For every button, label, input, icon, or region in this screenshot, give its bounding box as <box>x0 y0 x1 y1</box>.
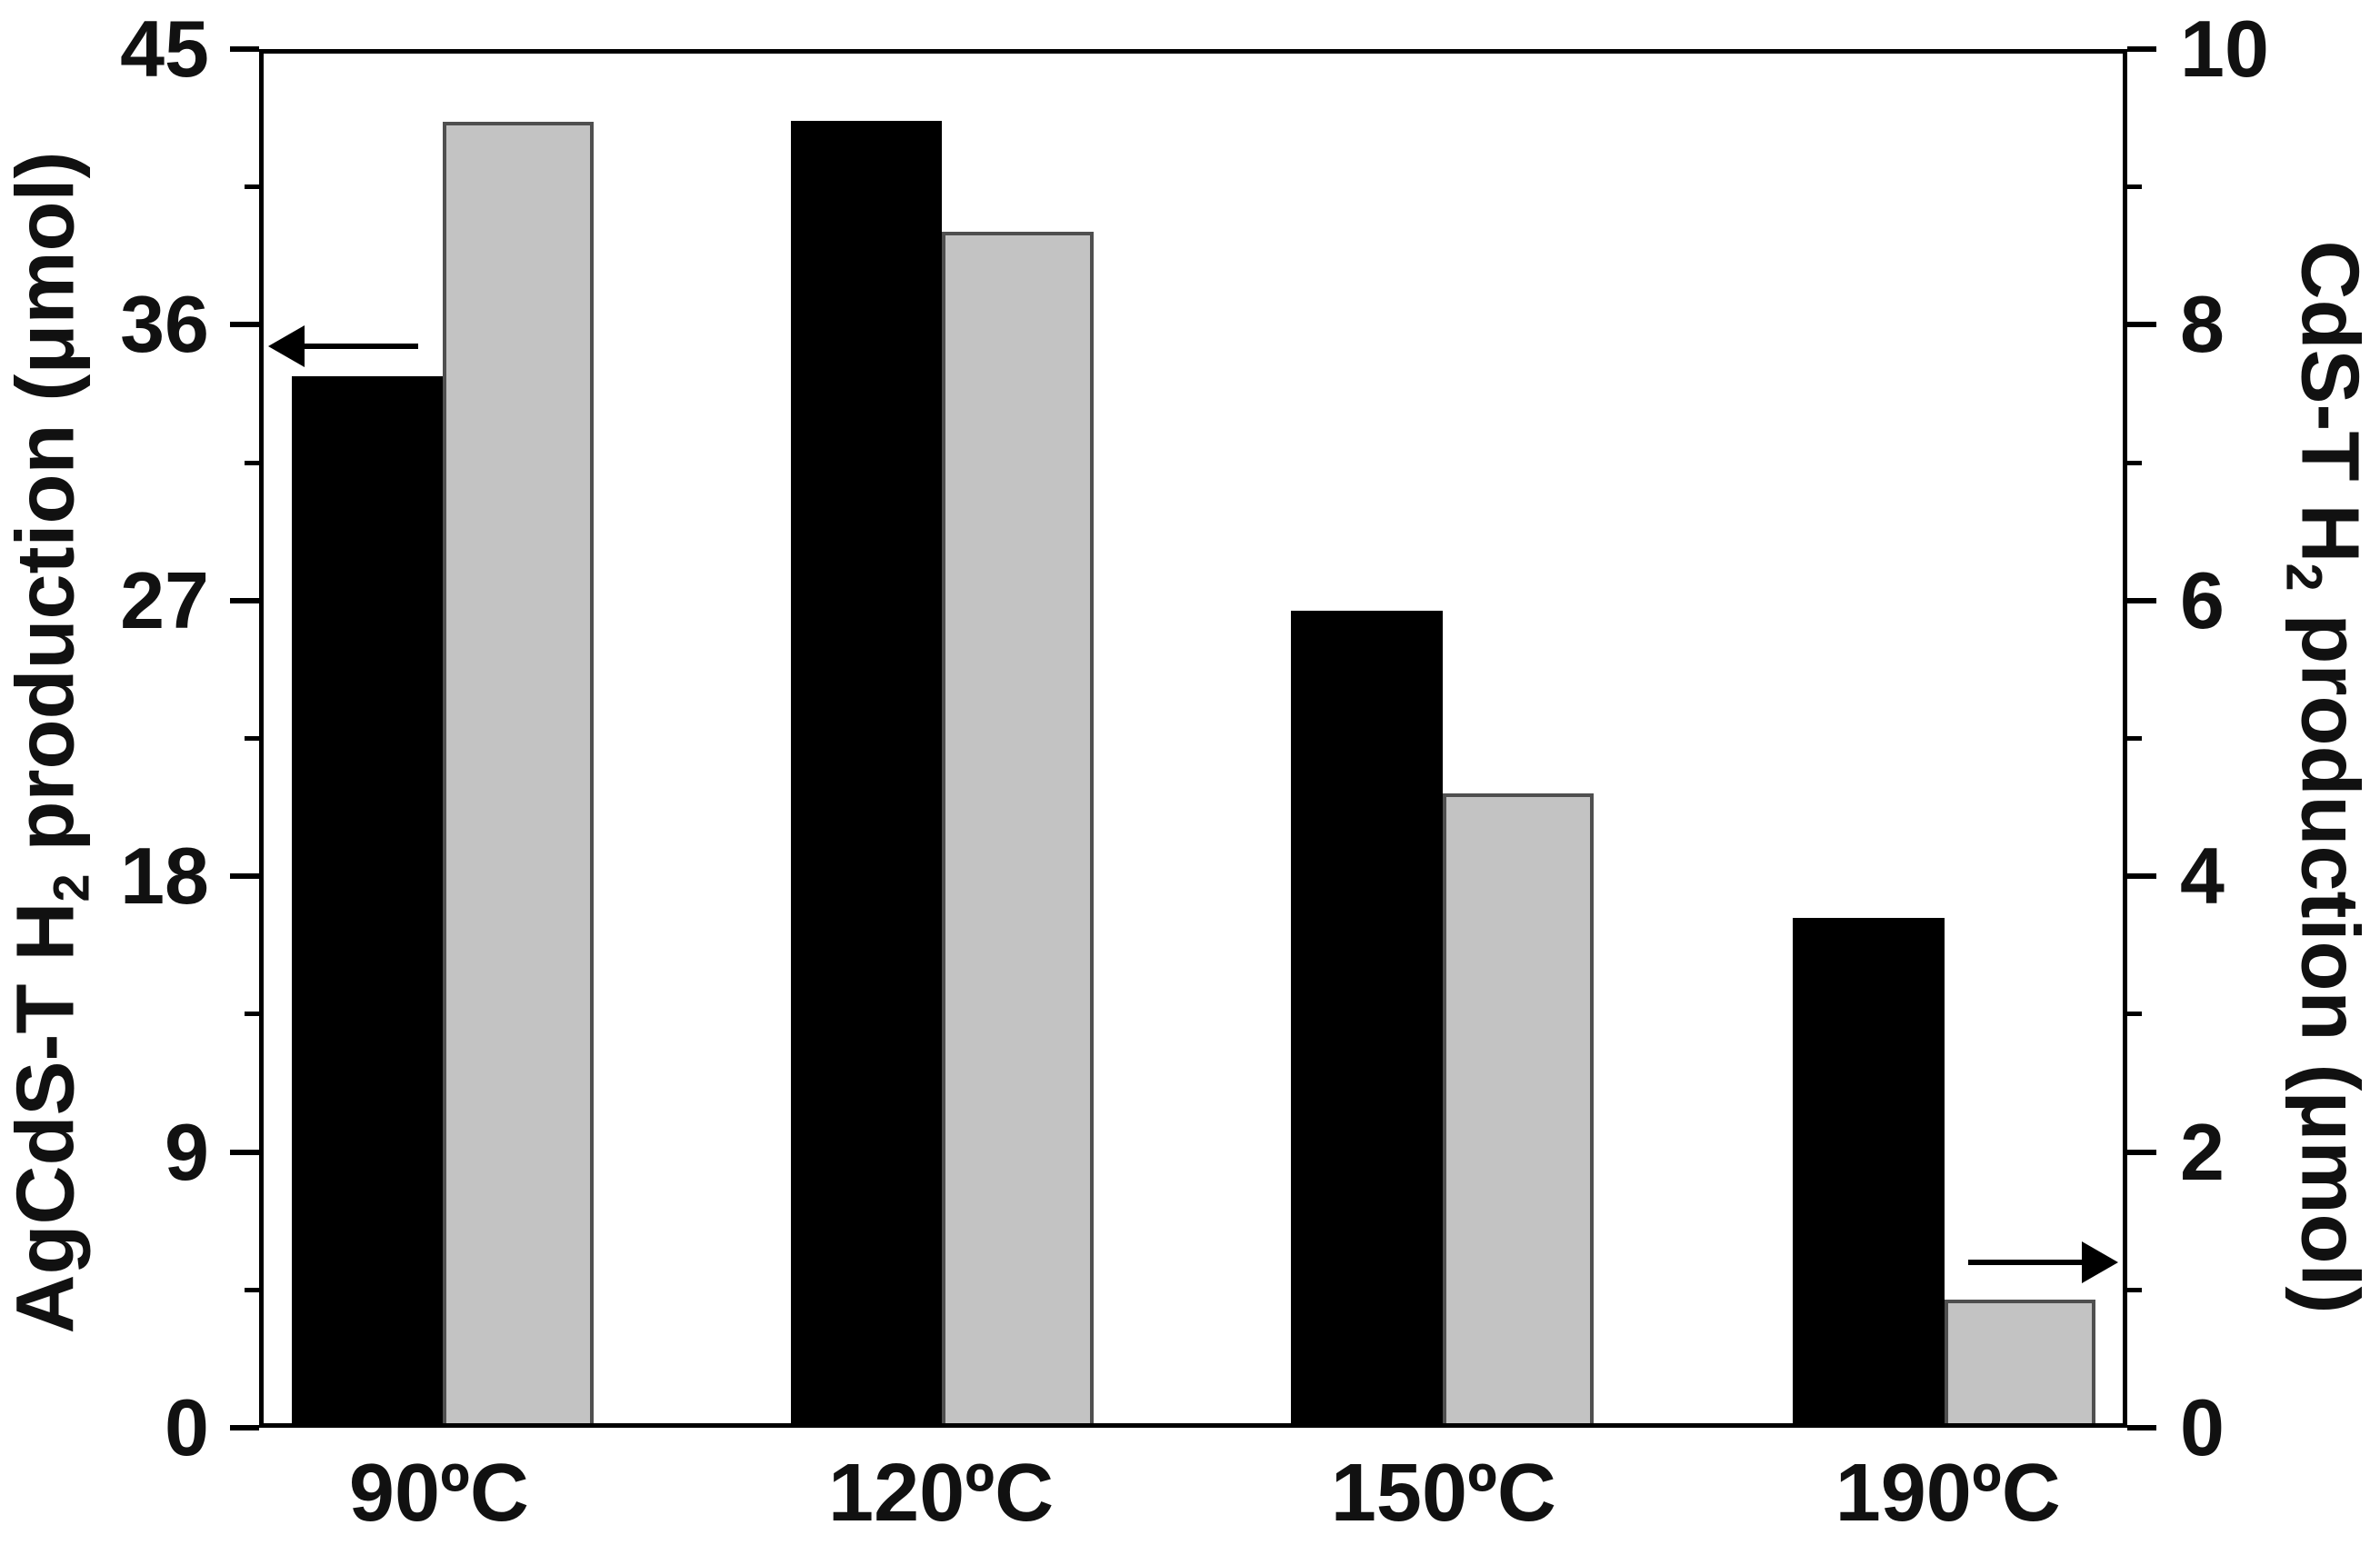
right-axis-major-tick-2 <box>2127 1149 2156 1155</box>
left-axis-major-tick-0 <box>230 1425 259 1430</box>
left-axis-minor-tick-13.5 <box>245 1012 259 1017</box>
right-arrow-icon <box>2082 1241 2118 1283</box>
left-axis-major-tick-45 <box>230 46 259 52</box>
x-tick-label-1: 90ºC <box>348 1448 529 1539</box>
right-axis-major-tick-8 <box>2127 322 2156 328</box>
bar-cds-t-2 <box>942 231 1094 1423</box>
left-axis-major-tick-36 <box>230 322 259 328</box>
left-axis-tick-label-9: 9 <box>165 1106 209 1197</box>
right-axis-minor-tick-1 <box>2127 1287 2142 1292</box>
bar-agcds-t-1 <box>291 375 443 1423</box>
left-axis-major-tick-18 <box>230 873 259 880</box>
left-axis-major-tick-9 <box>230 1149 259 1155</box>
left-axis-tick-label-18: 18 <box>120 831 209 922</box>
right-axis-tick-label-10: 10 <box>2180 4 2269 94</box>
right-axis-minor-tick-3 <box>2127 1012 2142 1017</box>
left-arrow-shaft <box>303 343 418 349</box>
left-axis-tick-label-45: 45 <box>120 4 209 94</box>
left-axis-major-tick-27 <box>230 597 259 603</box>
bar-cds-t-1 <box>442 122 595 1423</box>
left-axis-minor-tick-4.5 <box>245 1287 259 1292</box>
left-axis-tick-label-27: 27 <box>120 554 209 645</box>
right-axis-tick-label-2: 2 <box>2180 1106 2225 1197</box>
right-axis-minor-tick-5 <box>2127 736 2142 741</box>
right-axis-minor-tick-9 <box>2127 184 2142 190</box>
bar-agcds-t-3 <box>1291 610 1443 1423</box>
left-axis-minor-tick-22.5 <box>245 736 259 741</box>
bar-agcds-t-4 <box>1793 918 1945 1423</box>
left-arrow-icon <box>268 324 305 367</box>
x-tick-label-3: 150ºC <box>1330 1448 1556 1539</box>
right-axis-tick-label-4: 4 <box>2180 831 2225 922</box>
right-axis-major-tick-0 <box>2127 1425 2156 1430</box>
right-axis-tick-label-6: 6 <box>2180 554 2225 645</box>
left-axis-minor-tick-40.5 <box>245 184 259 190</box>
x-tick-label-2: 120ºC <box>828 1448 1055 1539</box>
left-axis-tick-label-36: 36 <box>120 279 209 370</box>
right-axis-tick-label-0: 0 <box>2180 1382 2225 1472</box>
right-axis-title-post: production (μmol) <box>2284 591 2375 1314</box>
bar-agcds-t-2 <box>791 120 943 1423</box>
right-axis-minor-tick-7 <box>2127 460 2142 465</box>
right-axis-major-tick-4 <box>2127 873 2156 880</box>
left-axis-minor-tick-31.5 <box>245 460 259 465</box>
x-tick-label-4: 190ºC <box>1835 1448 2061 1539</box>
right-arrow-shaft <box>1968 1259 2084 1265</box>
left-axis-title-post: production (μmol) <box>0 151 92 874</box>
right-axis-major-tick-10 <box>2127 46 2156 52</box>
bar-cds-t-4 <box>1944 1300 2095 1423</box>
right-axis-tick-label-8: 8 <box>2180 279 2225 370</box>
left-axis-tick-label-0: 0 <box>165 1382 209 1472</box>
plot-area <box>259 49 2127 1428</box>
bar-cds-t-3 <box>1442 792 1594 1423</box>
right-axis-major-tick-6 <box>2127 597 2156 603</box>
